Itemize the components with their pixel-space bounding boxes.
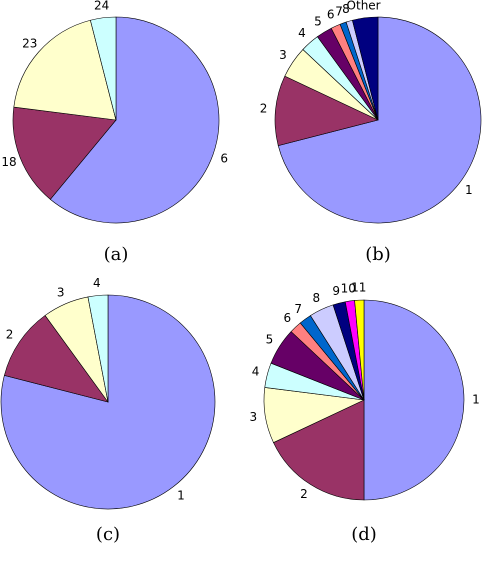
slice-label: 3	[250, 410, 258, 424]
slice-label: 1	[472, 393, 480, 407]
slice-label: 1	[465, 183, 473, 197]
slice-label: 4	[252, 365, 260, 379]
slice-label: 9	[332, 284, 340, 298]
slice-label: 3	[279, 48, 287, 62]
slice-label: 6	[327, 8, 335, 22]
slice-label: 4	[93, 276, 101, 290]
slice-label: 10	[341, 282, 356, 296]
pie-slice	[90, 16, 117, 121]
slice-label: 2	[300, 487, 308, 501]
slice-label: Other	[347, 0, 381, 12]
pie-slice	[352, 16, 379, 121]
slice-label: 7	[335, 4, 343, 18]
pie-slice	[274, 75, 379, 146]
pie-slice	[12, 106, 117, 200]
pie-slice	[87, 294, 109, 403]
slice-label: 5	[314, 14, 322, 28]
pie-slice	[354, 299, 365, 401]
slice-label: 18	[1, 155, 16, 169]
slice-label: 11	[351, 281, 366, 295]
slice-label: 2	[260, 102, 268, 116]
pie-slice	[49, 16, 220, 224]
slice-label: 23	[22, 36, 37, 50]
pie-slice	[0, 294, 216, 510]
subfigure-caption: (b)	[365, 244, 391, 265]
pie-slice	[13, 19, 117, 121]
slice-label: 1	[177, 489, 185, 503]
slice-label: 8	[312, 291, 320, 305]
slice-label: 4	[298, 26, 306, 40]
subfigure-caption: (a)	[104, 244, 129, 265]
pie-slice	[363, 299, 465, 501]
pie-slice	[273, 399, 365, 501]
pie-slice	[3, 315, 109, 403]
slice-label: 6	[284, 311, 292, 325]
pie-slice	[277, 16, 482, 224]
slice-label: 3	[57, 285, 65, 299]
slice-label: 2	[6, 328, 14, 342]
slice-label: 7	[294, 302, 302, 316]
slice-label: 6	[220, 151, 228, 165]
subfigure-caption: (d)	[351, 524, 377, 545]
slice-label: 5	[266, 332, 274, 346]
subfigure-caption: (c)	[96, 524, 120, 545]
slice-label: 24	[94, 0, 109, 12]
slice-label: 8	[342, 2, 350, 16]
